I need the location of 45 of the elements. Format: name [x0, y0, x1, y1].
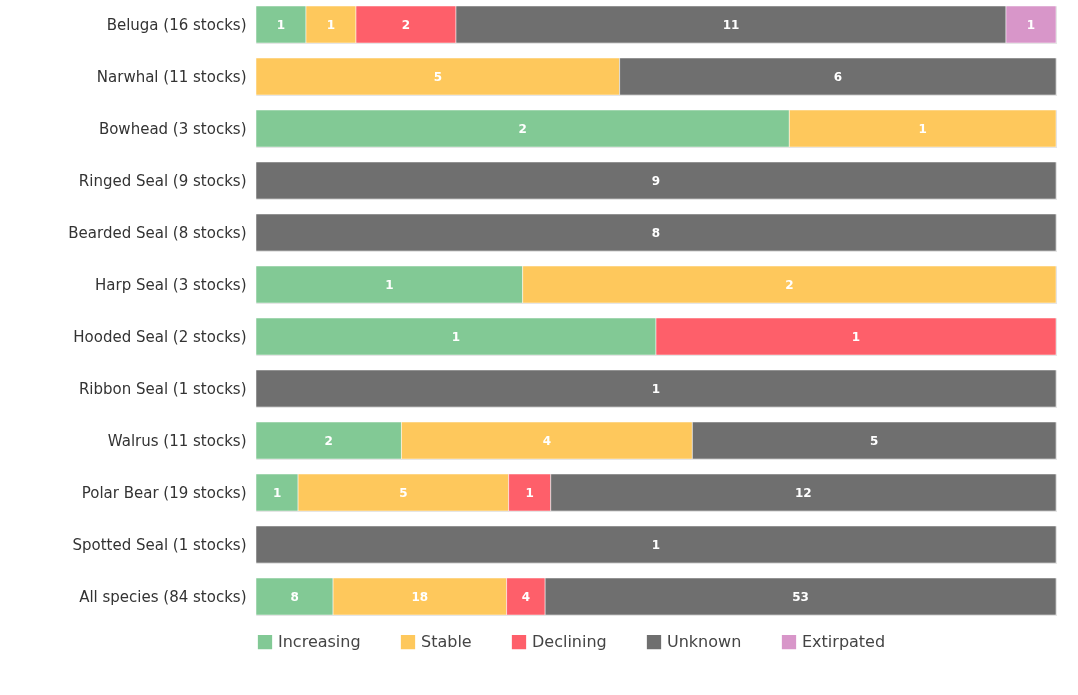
y-tick-label: Polar Bear (19 stocks)	[81, 483, 247, 502]
data-label: 53	[792, 589, 809, 604]
y-tick-label: Spotted Seal (1 stocks)	[72, 535, 247, 554]
data-label: 12	[795, 485, 812, 500]
data-label: 5	[433, 69, 442, 84]
data-label: 4	[521, 589, 531, 604]
data-label: 11	[722, 17, 740, 32]
y-tick-label: Narwhal (11 stocks)	[96, 67, 247, 86]
y-tick-label: Bearded Seal (8 stocks)	[68, 223, 247, 242]
data-label: 5	[870, 433, 879, 448]
y-tick-label: Harp Seal (3 stocks)	[95, 275, 247, 294]
legend-label: Extirpated	[802, 632, 886, 652]
data-label: 9	[651, 173, 661, 188]
y-tick-label: Walrus (11 stocks)	[107, 431, 247, 450]
legend-label: Increasing	[278, 632, 361, 652]
legend-label: Declining	[532, 632, 607, 652]
y-tick-label: Hooded Seal (2 stocks)	[73, 327, 247, 346]
data-label: 1	[525, 485, 534, 500]
data-label: 2	[785, 277, 794, 292]
data-label: 2	[401, 17, 411, 32]
data-label: 1	[1026, 17, 1036, 32]
data-label: 8	[290, 589, 299, 604]
y-tick-label: All species (84 stocks)	[79, 587, 247, 606]
legend-label: Unknown	[667, 632, 742, 652]
data-label: 4	[542, 433, 552, 448]
legend-label: Stable	[421, 632, 472, 652]
data-label: 18	[411, 589, 429, 604]
y-tick-label: Ribbon Seal (1 stocks)	[78, 379, 247, 398]
data-label: 1	[451, 329, 461, 344]
data-label: 6	[833, 69, 842, 84]
data-label: 1	[272, 485, 282, 500]
y-tick-label: Ringed Seal (9 stocks)	[78, 171, 247, 190]
y-tick-label: Beluga (16 stocks)	[106, 15, 247, 34]
data-label: 2	[518, 121, 527, 136]
data-label: 1	[851, 329, 861, 344]
data-label: 1	[276, 17, 286, 32]
y-tick-label: Bowhead (3 stocks)	[98, 119, 247, 138]
data-label: 1	[918, 121, 927, 136]
data-label: 8	[651, 225, 661, 240]
data-label: 1	[326, 17, 336, 32]
data-label: 1	[651, 537, 661, 552]
data-label: 1	[651, 381, 661, 396]
data-label: 5	[399, 485, 408, 500]
data-label: 2	[324, 433, 333, 448]
data-label: 1	[385, 277, 394, 292]
